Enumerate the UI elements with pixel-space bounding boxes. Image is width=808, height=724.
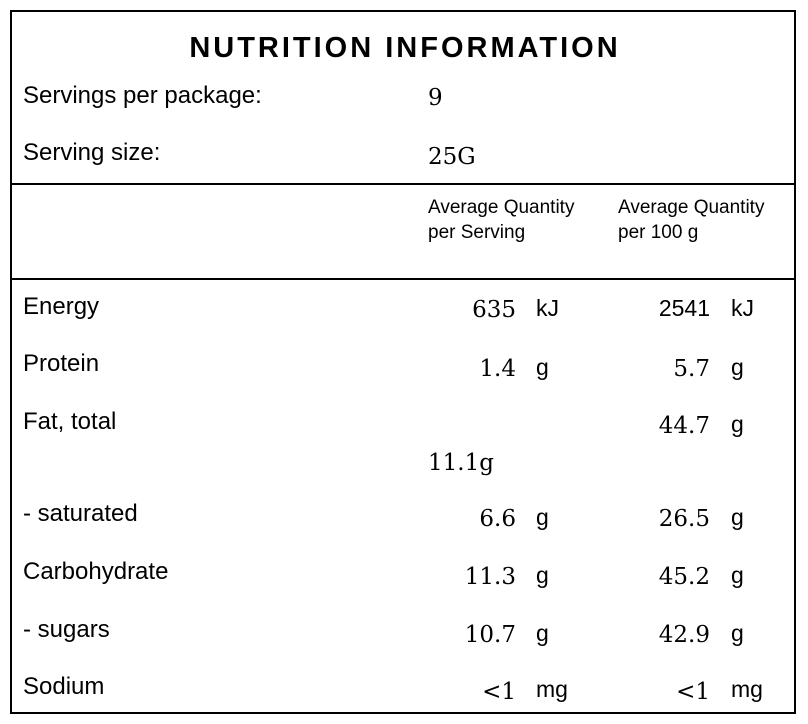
per100-value: 42.9 (610, 622, 710, 648)
servings-per-package-value: 9 (428, 85, 443, 111)
per100-unit: g (731, 562, 744, 589)
serving-unit: g (536, 562, 549, 589)
per100-value: 2541 (610, 295, 710, 322)
serving-unit: mg (536, 676, 568, 703)
per100-value: <1 (610, 679, 710, 705)
per100-value: 26.5 (610, 506, 710, 532)
nutrient-label: Sodium (23, 673, 104, 701)
serving-value: 635 (416, 297, 516, 323)
serving-value: <1 (416, 679, 516, 705)
divider-header (12, 278, 794, 280)
serving-unit: g (536, 620, 549, 647)
per100-value: 45.2 (610, 564, 710, 590)
serving-unit: kJ (536, 295, 559, 322)
per100-value: 5.7 (610, 356, 710, 382)
serving-value: 11.1g (428, 450, 494, 476)
per100-unit: kJ (731, 295, 754, 322)
per100-unit: g (731, 504, 744, 531)
per100-unit: g (731, 354, 744, 381)
per100-unit: g (731, 620, 744, 647)
nutrient-label: Fat, total (23, 408, 116, 436)
nutrition-panel: NUTRITION INFORMATION Servings per packa… (10, 10, 796, 714)
nutrient-label: - saturated (23, 500, 138, 528)
serving-value: 10.7 (416, 622, 516, 648)
column-header-per-100g: Average Quantity per 100 g (618, 195, 768, 245)
per100-unit: mg (731, 676, 763, 703)
serving-unit: g (536, 354, 549, 381)
nutrient-label: Energy (23, 293, 99, 321)
serving-size-label: Serving size: (23, 139, 160, 167)
serving-size-value: 25G (428, 144, 476, 170)
serving-value: 11.3 (416, 564, 516, 590)
panel-title: NUTRITION INFORMATION (12, 32, 798, 65)
serving-value: 1.4 (416, 356, 516, 382)
per100-value: 44.7 (610, 413, 710, 439)
servings-per-package-label: Servings per package: (23, 82, 262, 110)
column-header-per-serving: Average Quantity per Serving (428, 195, 578, 245)
serving-unit: g (536, 504, 549, 531)
nutrient-label: - sugars (23, 616, 110, 644)
nutrient-label: Protein (23, 350, 99, 378)
divider-top (12, 183, 794, 185)
per100-unit: g (731, 411, 744, 438)
serving-value: 6.6 (416, 506, 516, 532)
nutrient-label: Carbohydrate (23, 558, 168, 586)
